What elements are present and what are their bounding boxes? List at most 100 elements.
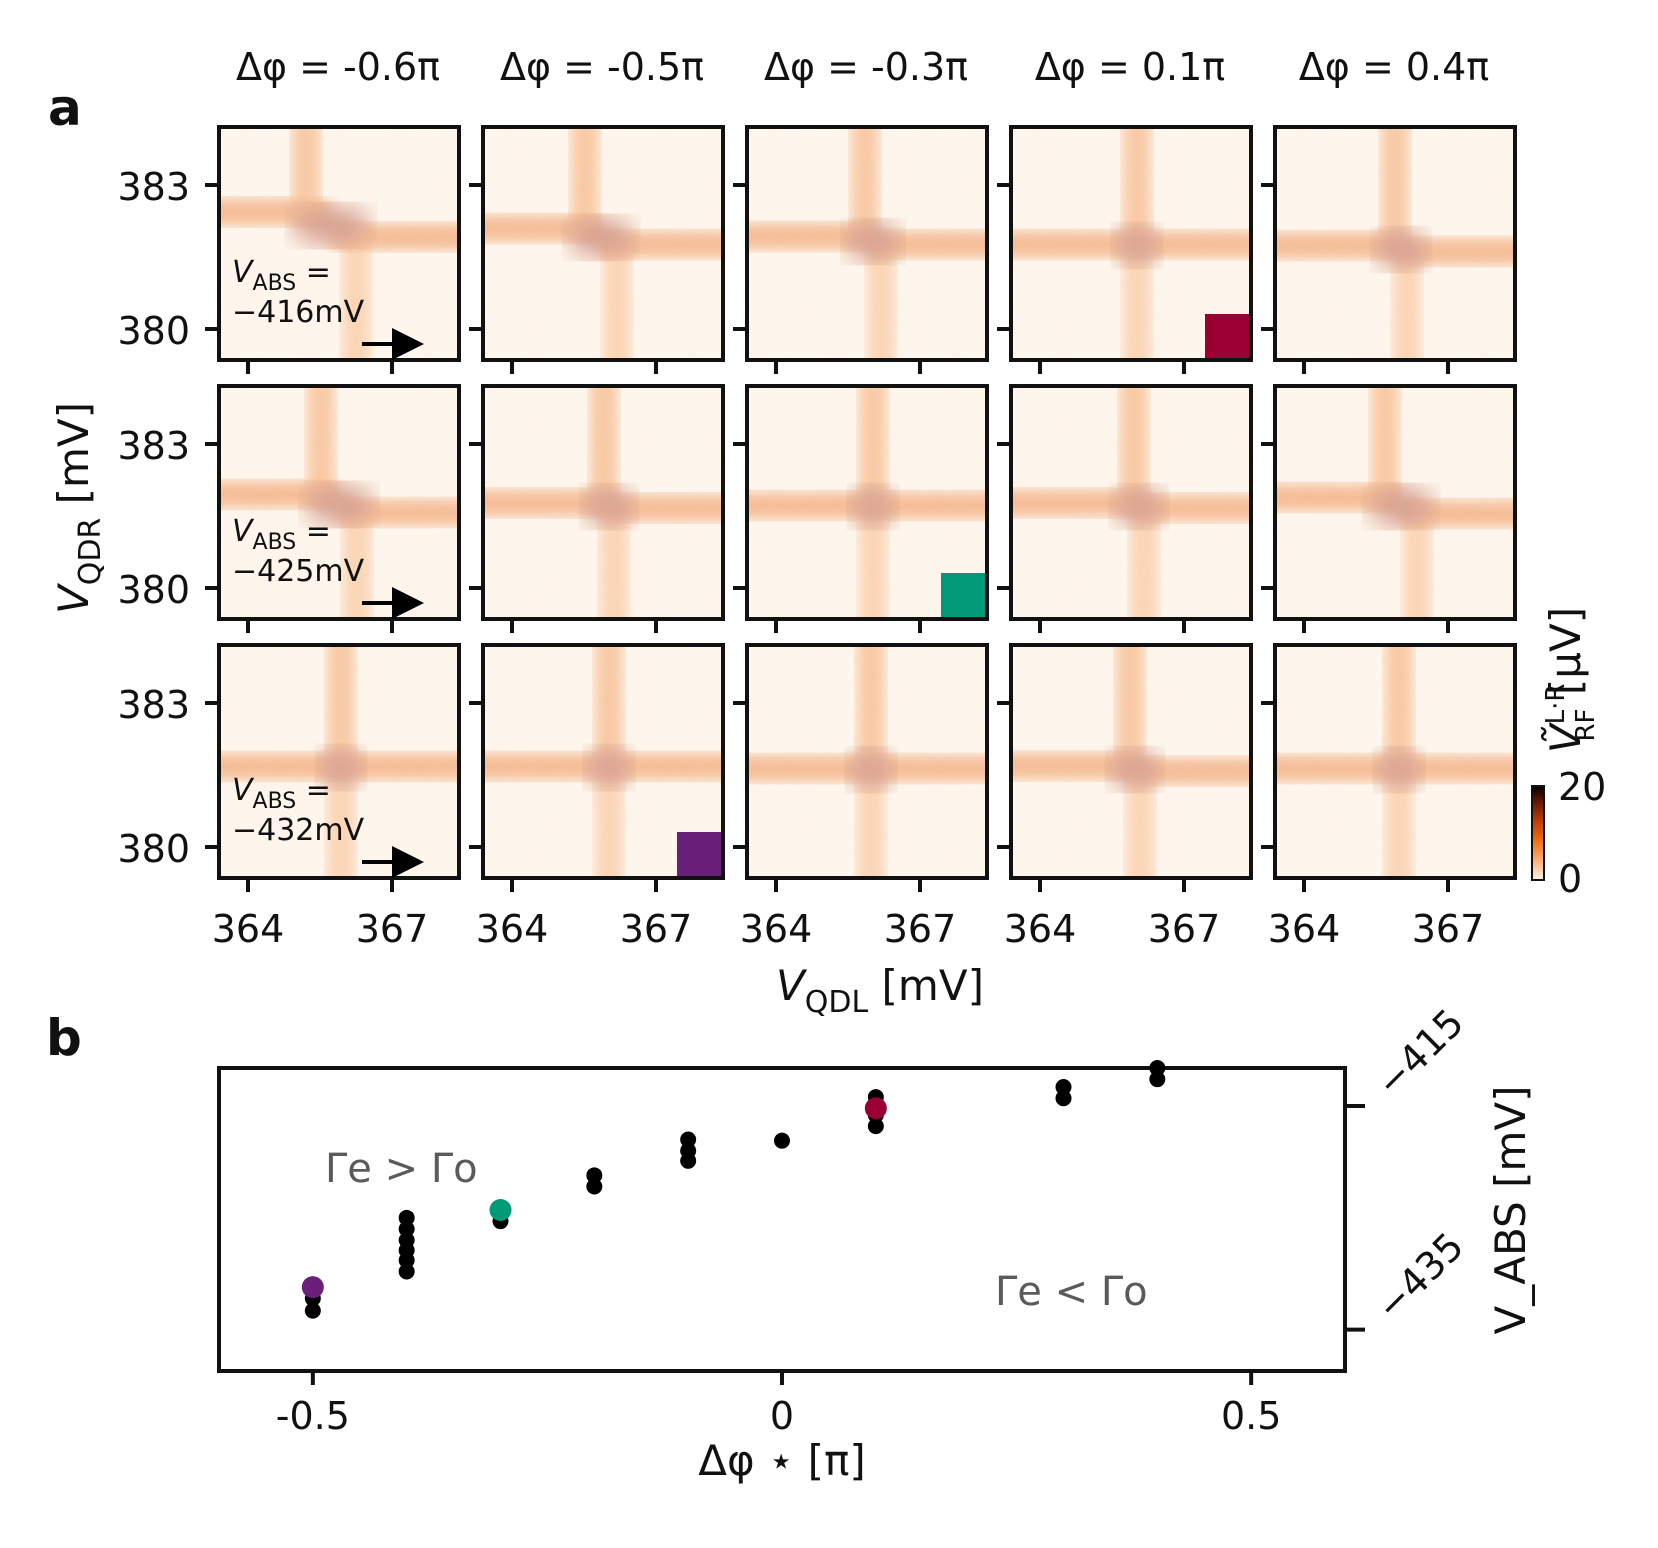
- heatmap-fill: [1011, 645, 1251, 878]
- panel-a-y-label: VQDR [mV]: [49, 402, 108, 614]
- scatter-point: [398, 1232, 415, 1249]
- heatmap-cell: [997, 384, 1253, 633]
- colorbar-label-unit: [μV]: [1541, 607, 1590, 709]
- panel-a-x-label: VQDL [mV]: [776, 961, 984, 1020]
- heatmap-grid: [205, 125, 1517, 892]
- noise-overlay: [219, 386, 459, 619]
- scatter-point: [398, 1221, 415, 1238]
- annotation-eq: =: [296, 773, 331, 808]
- row-annotation: VABS = −432mV: [232, 773, 424, 878]
- scatter-point: [489, 1198, 512, 1221]
- heatmap-cell: [1261, 384, 1517, 633]
- heatmap-fill: [219, 386, 459, 619]
- y-tick-label: 383: [117, 683, 190, 727]
- scatter-points: [301, 1060, 1166, 1319]
- panel-b-ticks: [310, 1104, 1365, 1385]
- noise-overlay: [483, 386, 723, 619]
- heatmap-cell: [733, 643, 989, 892]
- scatter-point: [304, 1302, 321, 1319]
- x-tick-label: 364: [1004, 907, 1077, 951]
- colorbar-gradient: [1531, 785, 1545, 881]
- x-tick-label: 0: [770, 1394, 794, 1438]
- column-title: Δφ = 0.1π: [1035, 45, 1225, 89]
- heatmap-cell: [469, 125, 725, 374]
- y-tick-label: 380: [117, 309, 190, 353]
- y-tick-label: 383: [117, 424, 190, 468]
- x-tick-label: -0.5: [276, 1394, 350, 1438]
- heatmap-cell: [733, 125, 989, 374]
- noise-overlay: [747, 645, 987, 878]
- noise-overlay: [1275, 386, 1515, 619]
- row-annotation: VABS = −416mV: [232, 255, 424, 360]
- x-tick-label: 367: [1148, 907, 1221, 951]
- region-label-upper: Γe > Γo: [325, 1146, 478, 1192]
- x-tick-label: 0.5: [1221, 1394, 1281, 1438]
- heatmap-cell: [205, 384, 461, 633]
- scatter-point: [1149, 1060, 1166, 1076]
- annotation-value: −432mV: [232, 813, 365, 848]
- heatmap-frame: [217, 643, 461, 880]
- svg-text:VABS =: VABS =: [232, 773, 331, 814]
- colorbar-label-var: Ṽ: [1540, 721, 1590, 753]
- heatmap-frame: [745, 643, 989, 880]
- heatmap-frame: [1273, 643, 1517, 880]
- scatter-point: [680, 1131, 697, 1148]
- x-label-var: V: [776, 961, 808, 1010]
- annotation-eq: =: [296, 255, 331, 290]
- annotation-sub: ABS: [253, 271, 297, 296]
- heatmap-cell: [1261, 125, 1517, 374]
- column-title: Δφ = -0.5π: [500, 45, 704, 89]
- scatter-point: [1055, 1079, 1072, 1096]
- scatter-point: [301, 1276, 324, 1299]
- heatmap-frame: [217, 384, 461, 621]
- colorbar-min: 0: [1558, 857, 1582, 901]
- scatter-point: [586, 1178, 603, 1195]
- panel-b-x-label: Δφ ⋆ [π]: [698, 1436, 866, 1485]
- y-tick-label: 380: [117, 568, 190, 612]
- y-label-unit: [mV]: [49, 402, 98, 518]
- scatter-point: [1055, 1090, 1072, 1107]
- heatmap-fill: [1275, 127, 1515, 360]
- scatter-point: [864, 1097, 887, 1120]
- state-marker: [941, 573, 985, 617]
- noise-overlay: [219, 127, 459, 360]
- svg-text:VABS =: VABS =: [232, 255, 331, 296]
- y-tick-label: 380: [117, 827, 190, 871]
- noise-overlay: [747, 127, 987, 360]
- annotation-var: V: [232, 255, 255, 290]
- heatmap-fill: [219, 645, 459, 878]
- heatmap-fill: [483, 127, 723, 360]
- scatter-point: [867, 1118, 884, 1135]
- y-label-var: V: [49, 582, 98, 614]
- heatmap-frame: [217, 125, 461, 362]
- heatmap-frame: [1273, 125, 1517, 362]
- annotation-value: −416mV: [232, 295, 365, 330]
- x-label-sub: QDL: [805, 985, 869, 1020]
- colorbar-label-sup: L·R: [1541, 684, 1571, 725]
- annotation-sub: ABS: [253, 530, 297, 555]
- colorbar-label-sub: RF: [1571, 708, 1601, 741]
- noise-overlay: [1275, 127, 1515, 360]
- heatmap-cell: [1261, 643, 1517, 892]
- heatmap-frame: [1009, 384, 1253, 621]
- heatmap-fill: [747, 645, 987, 878]
- heatmap-fill: [747, 386, 987, 619]
- y-tick-label: −435: [1367, 1224, 1472, 1329]
- colorbar-max: 20: [1558, 765, 1606, 809]
- heatmap-frame: [745, 384, 989, 621]
- heatmap-frame: [481, 125, 725, 362]
- scatter-point: [586, 1167, 603, 1184]
- x-tick-label: 364: [1268, 907, 1341, 951]
- column-title: Δφ = 0.4π: [1299, 45, 1489, 89]
- heatmap-frame: [745, 125, 989, 362]
- scatter-point: [1149, 1071, 1166, 1088]
- annotation-var: V: [232, 773, 255, 808]
- noise-overlay: [1011, 386, 1251, 619]
- state-marker: [677, 832, 721, 876]
- scatter-point: [774, 1132, 790, 1149]
- column-titles: Δφ = -0.6π Δφ = -0.5π Δφ = -0.3π Δφ = 0.…: [236, 45, 1489, 89]
- heatmap-cell: [997, 125, 1253, 374]
- scatter-point: [398, 1263, 415, 1280]
- heatmap-fill: [1011, 386, 1251, 619]
